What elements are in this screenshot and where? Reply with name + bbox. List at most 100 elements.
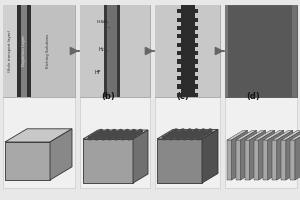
Text: HF: HF (94, 70, 101, 75)
Circle shape (98, 135, 101, 138)
Polygon shape (236, 130, 256, 140)
Circle shape (133, 133, 137, 136)
Polygon shape (245, 130, 266, 140)
FancyBboxPatch shape (3, 96, 75, 188)
FancyBboxPatch shape (103, 5, 106, 97)
Polygon shape (281, 140, 286, 180)
Polygon shape (177, 5, 198, 97)
Circle shape (132, 130, 136, 133)
Circle shape (185, 131, 189, 134)
Circle shape (129, 131, 133, 135)
Circle shape (119, 130, 123, 133)
Circle shape (114, 136, 118, 140)
Polygon shape (281, 130, 300, 140)
Circle shape (106, 130, 110, 133)
FancyBboxPatch shape (80, 96, 150, 188)
Circle shape (174, 129, 178, 133)
FancyBboxPatch shape (80, 5, 150, 97)
Circle shape (113, 133, 117, 136)
Circle shape (176, 136, 180, 140)
Text: Etching Solutions: Etching Solutions (46, 34, 50, 68)
Text: (Hole transport layer): (Hole transport layer) (8, 30, 12, 72)
Polygon shape (5, 129, 72, 142)
Circle shape (196, 136, 200, 140)
Circle shape (100, 133, 104, 136)
FancyBboxPatch shape (21, 5, 27, 97)
Circle shape (110, 131, 113, 135)
Circle shape (136, 131, 140, 135)
Circle shape (88, 136, 92, 140)
Polygon shape (290, 130, 300, 140)
Circle shape (189, 133, 192, 136)
Circle shape (165, 134, 169, 138)
Circle shape (169, 136, 173, 140)
FancyBboxPatch shape (17, 5, 21, 97)
FancyBboxPatch shape (116, 5, 119, 97)
Circle shape (162, 136, 166, 140)
Circle shape (108, 136, 112, 140)
Polygon shape (254, 130, 275, 140)
Circle shape (103, 131, 106, 135)
Circle shape (107, 133, 110, 136)
Circle shape (104, 135, 108, 138)
Polygon shape (290, 140, 295, 180)
Circle shape (171, 131, 175, 134)
Circle shape (206, 131, 209, 134)
FancyBboxPatch shape (119, 5, 150, 97)
Text: H₂SiF₆: H₂SiF₆ (97, 20, 110, 28)
Circle shape (195, 129, 198, 133)
Circle shape (94, 133, 97, 136)
Polygon shape (245, 140, 250, 180)
Polygon shape (227, 130, 247, 140)
Text: (d): (d) (246, 92, 260, 101)
Circle shape (95, 136, 98, 140)
Circle shape (202, 129, 205, 133)
FancyBboxPatch shape (155, 5, 220, 97)
Circle shape (101, 136, 105, 140)
FancyBboxPatch shape (3, 5, 17, 97)
Circle shape (183, 136, 187, 140)
Circle shape (127, 133, 130, 136)
Circle shape (208, 129, 212, 133)
Circle shape (123, 131, 126, 135)
Circle shape (178, 131, 182, 134)
Polygon shape (227, 140, 232, 180)
Polygon shape (232, 130, 247, 180)
Circle shape (186, 134, 189, 138)
Circle shape (99, 130, 103, 133)
FancyBboxPatch shape (27, 5, 31, 97)
Polygon shape (277, 130, 293, 180)
Circle shape (168, 133, 172, 136)
Circle shape (193, 134, 196, 138)
FancyBboxPatch shape (106, 5, 116, 97)
Polygon shape (157, 139, 202, 183)
Circle shape (172, 134, 176, 138)
Polygon shape (272, 130, 293, 140)
Circle shape (117, 135, 121, 138)
Circle shape (175, 133, 179, 136)
Circle shape (124, 135, 128, 138)
Circle shape (130, 135, 134, 138)
Polygon shape (263, 140, 268, 180)
Circle shape (120, 133, 124, 136)
Text: (b): (b) (101, 92, 115, 101)
Polygon shape (250, 130, 266, 180)
Circle shape (199, 131, 202, 134)
FancyBboxPatch shape (225, 5, 228, 97)
Circle shape (111, 135, 114, 138)
FancyBboxPatch shape (225, 5, 297, 97)
Polygon shape (263, 130, 284, 140)
Polygon shape (50, 129, 72, 180)
Text: H₂: H₂ (98, 47, 107, 52)
Circle shape (116, 131, 120, 135)
Circle shape (181, 129, 185, 133)
Text: Depletion Layer: Depletion Layer (22, 36, 26, 66)
Circle shape (179, 134, 183, 138)
Circle shape (182, 133, 186, 136)
Circle shape (200, 134, 203, 138)
Polygon shape (268, 130, 284, 180)
Polygon shape (286, 130, 300, 180)
Polygon shape (83, 130, 148, 139)
FancyBboxPatch shape (155, 96, 220, 188)
Polygon shape (236, 140, 241, 180)
